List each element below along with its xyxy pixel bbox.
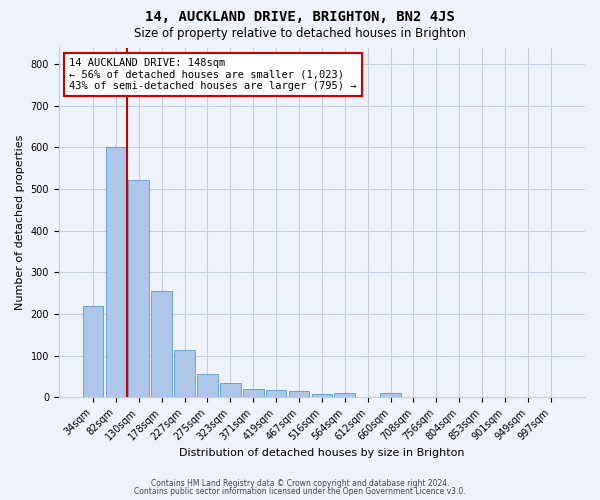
Bar bbox=[380, 394, 401, 397]
Bar bbox=[266, 390, 286, 397]
Bar bbox=[243, 389, 263, 397]
Y-axis label: Number of detached properties: Number of detached properties bbox=[15, 134, 25, 310]
Bar bbox=[83, 306, 103, 397]
Bar bbox=[289, 392, 309, 397]
Bar bbox=[106, 148, 126, 397]
Bar bbox=[174, 350, 195, 397]
X-axis label: Distribution of detached houses by size in Brighton: Distribution of detached houses by size … bbox=[179, 448, 464, 458]
Bar bbox=[334, 393, 355, 397]
Text: Contains HM Land Registry data © Crown copyright and database right 2024.: Contains HM Land Registry data © Crown c… bbox=[151, 478, 449, 488]
Text: 14 AUCKLAND DRIVE: 148sqm
← 56% of detached houses are smaller (1,023)
43% of se: 14 AUCKLAND DRIVE: 148sqm ← 56% of detac… bbox=[70, 58, 357, 91]
Text: 14, AUCKLAND DRIVE, BRIGHTON, BN2 4JS: 14, AUCKLAND DRIVE, BRIGHTON, BN2 4JS bbox=[145, 10, 455, 24]
Bar bbox=[311, 394, 332, 397]
Bar bbox=[151, 291, 172, 397]
Text: Contains public sector information licensed under the Open Government Licence v3: Contains public sector information licen… bbox=[134, 487, 466, 496]
Bar bbox=[128, 180, 149, 397]
Bar bbox=[197, 374, 218, 397]
Bar bbox=[220, 384, 241, 397]
Text: Size of property relative to detached houses in Brighton: Size of property relative to detached ho… bbox=[134, 28, 466, 40]
